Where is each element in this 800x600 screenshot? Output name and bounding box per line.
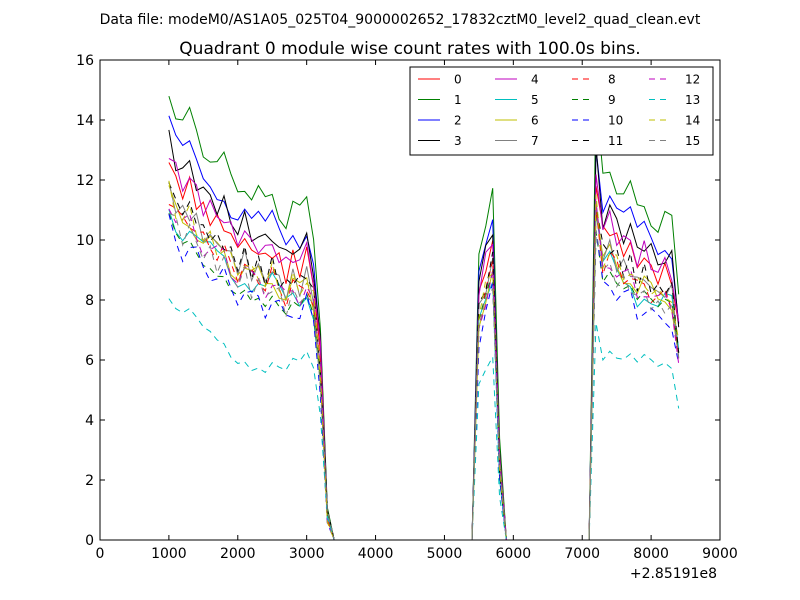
series-line-7: [168, 181, 335, 540]
legend-label: 13: [685, 93, 700, 107]
series-line-2: [588, 148, 680, 540]
series-line-0: [168, 162, 335, 540]
series-line-13: [471, 355, 507, 540]
series-line-14: [588, 194, 680, 540]
series-line-10: [471, 282, 507, 540]
series-line-1: [588, 94, 680, 540]
legend-label: 15: [685, 134, 700, 148]
series-line-12: [588, 202, 680, 540]
y-tick-label: 0: [85, 533, 94, 549]
legend-label: 0: [454, 73, 462, 87]
series-line-15: [471, 288, 507, 540]
series-line-5: [168, 209, 335, 540]
x-tick-label: 6000: [496, 546, 532, 562]
x-tick-label: 1000: [151, 546, 187, 562]
legend-label: 4: [531, 73, 539, 87]
legend-label: 8: [608, 73, 616, 87]
y-tick-label: 12: [76, 173, 94, 189]
x-tick-label: 5000: [427, 546, 463, 562]
x-tick-label: 2000: [220, 546, 256, 562]
legend-label: 10: [608, 114, 623, 128]
plot-frame: [99, 59, 721, 541]
series-line-15: [588, 230, 680, 540]
series-line-7: [588, 200, 680, 540]
series-line-3: [588, 146, 680, 540]
figure-suptitle: Data file: modeM0/AS1A05_025T04_90000026…: [100, 12, 701, 28]
series-line-6: [168, 185, 335, 540]
y-tick-label: 4: [85, 413, 94, 429]
series-line-11: [471, 251, 507, 540]
series-line-14: [471, 272, 507, 540]
series-line-1: [168, 95, 335, 540]
series-line-9: [168, 213, 335, 540]
legend-label: 5: [531, 93, 539, 107]
series-line-10: [588, 230, 680, 540]
chart-title: Quadrant 0 module wise count rates with …: [179, 39, 640, 59]
x-tick-label: 4000: [358, 546, 394, 562]
legend-label: 3: [454, 134, 462, 148]
y-tick-label: 6: [85, 353, 94, 369]
legend-label: 2: [454, 114, 462, 128]
legend-label: 6: [531, 114, 539, 128]
axis-layer: 0 1000 2000 3000 4000 5000 6000 7000 8000 9000 0 2 4…: [76, 53, 738, 562]
x-tick-label: 3000: [289, 546, 325, 562]
legend-label: 7: [531, 134, 539, 148]
series-line-13: [588, 322, 680, 540]
series-line-11: [588, 205, 680, 540]
series-line-8: [588, 205, 680, 540]
legend-label: 11: [608, 134, 623, 148]
y-tick-label: 14: [76, 113, 94, 129]
series-line-12: [168, 208, 335, 540]
x-tick-label: 0: [96, 546, 105, 562]
y-tick-label: 2: [85, 473, 94, 489]
series-line-6: [588, 210, 680, 540]
x-tick-label: 9000: [702, 546, 738, 562]
x-offset-label: +2.85191e8: [630, 566, 717, 582]
x-tick-label: 8000: [633, 546, 669, 562]
series-line-9: [471, 271, 507, 540]
legend-label: 12: [685, 73, 700, 87]
legend-label: 14: [685, 114, 700, 128]
series-line-4: [168, 158, 335, 540]
series-line-14: [168, 180, 335, 540]
series-line-10: [168, 213, 335, 540]
y-tick-label: 16: [76, 53, 94, 69]
series-line-3: [168, 129, 335, 540]
x-tick-label: 7000: [564, 546, 600, 562]
series-line-15: [168, 213, 335, 540]
legend-label: 1: [454, 93, 462, 107]
series-layer: [168, 94, 680, 540]
series-line-4: [588, 174, 680, 540]
y-tick-label: 8: [85, 293, 94, 309]
y-tick-label: 10: [76, 233, 94, 249]
series-line-9: [588, 230, 680, 540]
legend-label: 9: [608, 93, 616, 107]
